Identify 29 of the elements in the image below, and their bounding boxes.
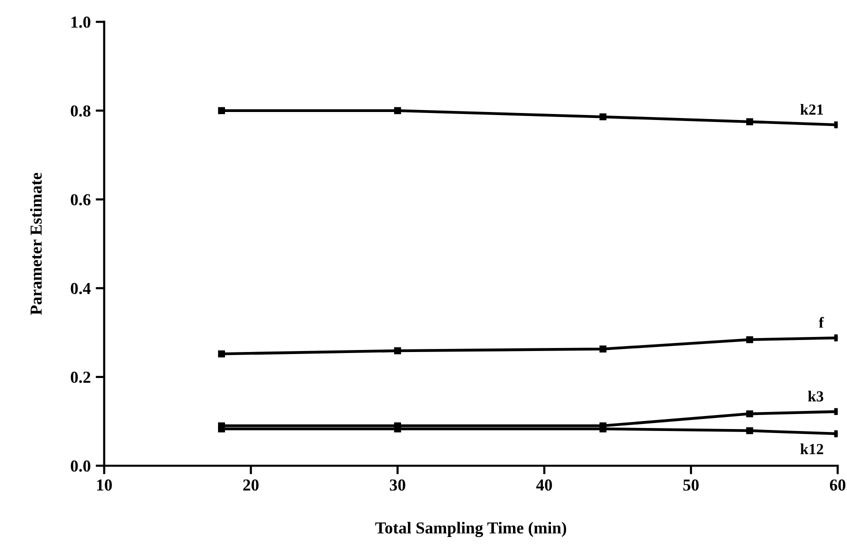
series-label: k21 <box>800 104 824 115</box>
x-tick-label: 60 <box>830 479 846 491</box>
y-tick-label: 0.0 <box>70 460 90 472</box>
x-axis-title: Total Sampling Time (min) <box>375 522 566 538</box>
x-tick-label: 30 <box>390 479 406 491</box>
point <box>746 427 754 434</box>
point <box>599 346 606 352</box>
point <box>218 425 226 432</box>
y-tick-label: 0.8 <box>70 105 90 117</box>
point <box>746 118 754 126</box>
series-label: f <box>818 316 824 328</box>
y-axis-title: Parameter Estimate <box>30 172 42 315</box>
y-tick-label: 0.4 <box>70 282 91 294</box>
point <box>218 107 226 114</box>
point <box>746 410 754 418</box>
point <box>394 347 402 354</box>
x-tick-label: 50 <box>683 479 699 491</box>
point <box>218 350 226 358</box>
x-tick-label: 40 <box>536 479 552 491</box>
point <box>394 107 402 114</box>
x-tick-label: 10 <box>97 479 112 491</box>
series-label: k3 <box>808 390 824 402</box>
y-tick-label: 1.0 <box>71 16 90 28</box>
series-label: k12 <box>800 444 824 454</box>
y-tick-label: 0.2 <box>70 372 90 383</box>
point <box>746 336 754 344</box>
x-tick-label: 20 <box>243 479 259 491</box>
point <box>599 113 606 120</box>
y-tick-label: 0.6 <box>70 194 90 206</box>
